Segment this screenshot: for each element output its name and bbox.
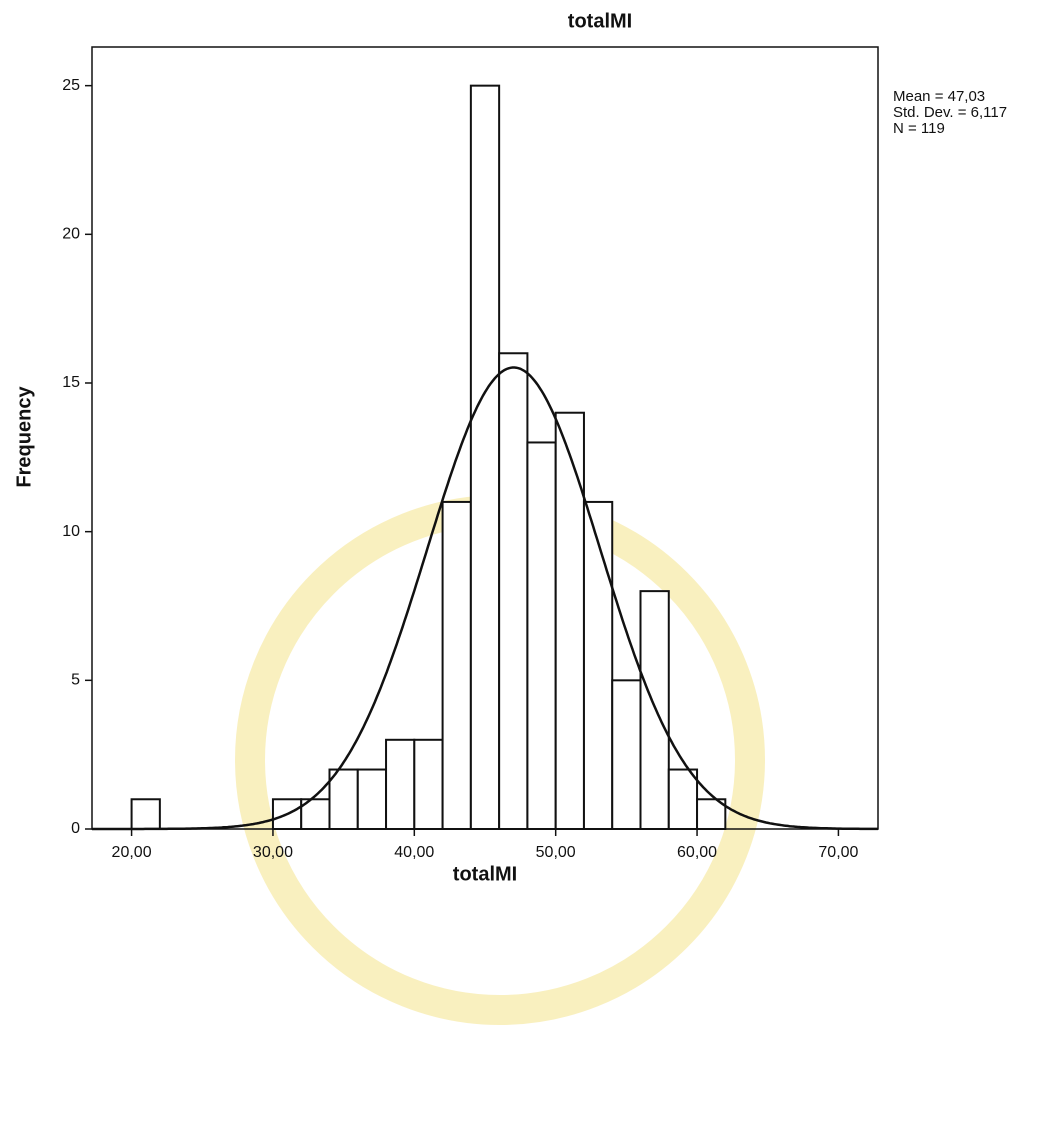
x-tick-label: 20,00 (112, 844, 152, 861)
x-tick-label: 50,00 (536, 844, 576, 861)
bar (413, 738, 444, 830)
stat-mean: Mean = 47,03 (893, 88, 985, 105)
x-tick-label: 30,00 (253, 844, 293, 861)
x-tick-label: 60,00 (677, 844, 717, 861)
normal-curve (92, 366, 878, 831)
y-tick-label: 25 (62, 77, 80, 94)
bar (469, 84, 501, 830)
bar (639, 590, 670, 830)
bar (696, 798, 727, 831)
y-axis-label: Frequency (13, 386, 35, 488)
bar (130, 798, 161, 831)
bar (328, 768, 359, 831)
y-tick-label: 5 (71, 672, 80, 689)
bar (667, 768, 699, 831)
bar (611, 679, 642, 831)
bar (300, 798, 331, 831)
y-tick-label: 20 (62, 226, 80, 243)
x-axis-label: totalMI (453, 863, 517, 885)
y-tick-label: 10 (62, 523, 80, 540)
bar (385, 738, 416, 830)
bar (554, 411, 585, 830)
bar (498, 352, 529, 830)
bar (356, 768, 388, 831)
chart-title: totalMI (568, 10, 632, 32)
bar (526, 441, 557, 830)
bar (582, 500, 614, 830)
x-tick-label: 40,00 (394, 844, 434, 861)
stat-n: N = 119 (893, 120, 945, 137)
stat-sd: Std. Dev. = 6,117 (893, 104, 1007, 121)
bar (441, 500, 472, 830)
y-tick-label: 15 (62, 374, 80, 391)
y-tick-label: 0 (71, 820, 80, 837)
x-tick-label: 70,00 (818, 844, 858, 861)
